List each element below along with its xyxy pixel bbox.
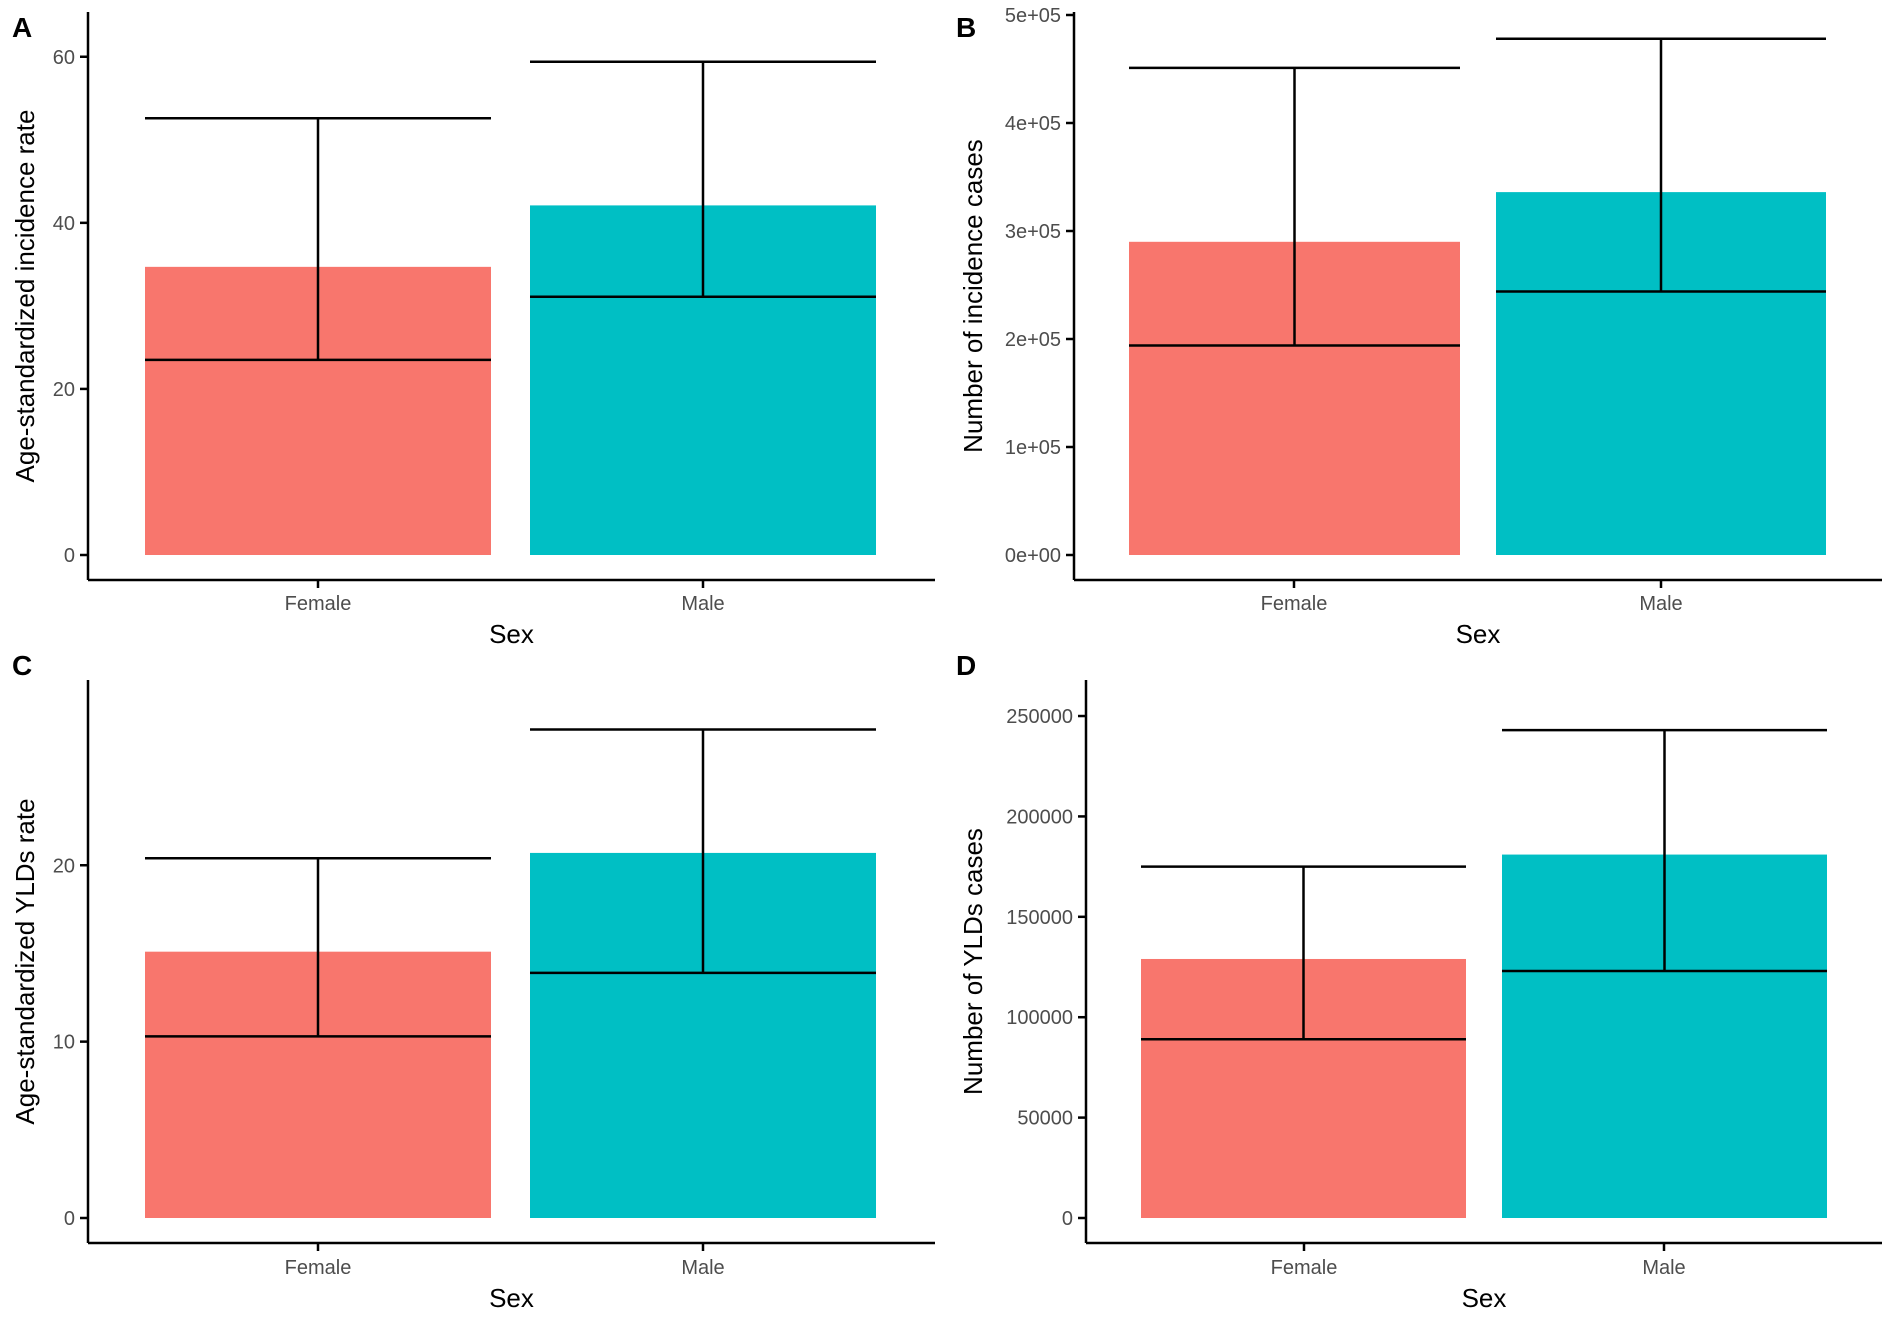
y-tick-label: 0: [64, 545, 75, 567]
y-tick-label: 60: [53, 47, 75, 69]
y-tick-label: 0: [64, 1208, 75, 1230]
y-tick-label: 1e+05: [1005, 437, 1061, 459]
y-tick-label: 5e+05: [1005, 5, 1061, 27]
y-tick-label: 20: [53, 379, 75, 401]
x-axis-title: Sex: [1462, 1283, 1507, 1313]
panel-b: B 0e+00 1e+05 2e+05 3e+05 4e+05 5e+05 Female Mal…: [956, 5, 1882, 649]
y-tick-label: 0e+00: [1005, 545, 1061, 567]
x-tick-label: Male: [1642, 1257, 1685, 1279]
y-tick-label: 50000: [1017, 1108, 1073, 1130]
y-tick-label: 10: [53, 1032, 75, 1054]
y-tick-label: 20: [53, 855, 75, 877]
y-tick-label: 0: [1062, 1208, 1073, 1230]
y-tick-label: 4e+05: [1005, 113, 1061, 135]
x-tick-label: Female: [1261, 593, 1328, 615]
x-tick-label: Female: [285, 1257, 352, 1279]
errorbar-female: [1141, 865, 1466, 1041]
panel-label: B: [956, 12, 976, 43]
y-axis-title: Number of YLDs cases: [958, 828, 988, 1095]
errorbar-female: [145, 116, 491, 362]
panel-c: C 0 10 20 Female Male Sex Age-standardized YLDs…: [10, 650, 935, 1313]
x-tick-label: Male: [681, 593, 724, 615]
y-axis-title: Number of incidence cases: [958, 139, 988, 453]
x-tick-label: Male: [681, 1257, 724, 1279]
x-axis-title: Sex: [489, 619, 534, 649]
y-axis-title: Age-standardized YLDs rate: [10, 798, 40, 1124]
errorbar-male: [530, 728, 876, 975]
panel-a: A 0 20 40 60 Female Male Sex Age-standardized in…: [10, 12, 935, 649]
y-tick-label: 250000: [1006, 706, 1073, 728]
x-tick-label: Female: [1271, 1257, 1338, 1279]
errorbar-female: [145, 856, 491, 1038]
y-tick-label: 3e+05: [1005, 221, 1061, 243]
y-tick-label: 150000: [1006, 907, 1073, 929]
errorbar-female: [1129, 66, 1460, 347]
y-tick-label: 40: [53, 213, 75, 235]
x-tick-label: Female: [285, 593, 352, 615]
panel-label: D: [956, 650, 976, 681]
errorbar-male: [1502, 728, 1827, 973]
errorbar-male: [530, 60, 876, 298]
panel-label: C: [12, 650, 32, 681]
y-tick-label: 200000: [1006, 806, 1073, 828]
panel-label: A: [12, 12, 32, 43]
y-axis-title: Age-standardized incidence rate: [10, 110, 40, 483]
x-tick-label: Male: [1639, 593, 1682, 615]
x-axis-title: Sex: [489, 1283, 534, 1313]
panel-d: D 0 50000 100000 150000 200000 250000 Female Mal…: [956, 650, 1882, 1313]
y-tick-label: 100000: [1006, 1007, 1073, 1029]
x-axis-title: Sex: [1456, 619, 1501, 649]
y-tick-label: 2e+05: [1005, 329, 1061, 351]
errorbar-male: [1496, 37, 1826, 293]
